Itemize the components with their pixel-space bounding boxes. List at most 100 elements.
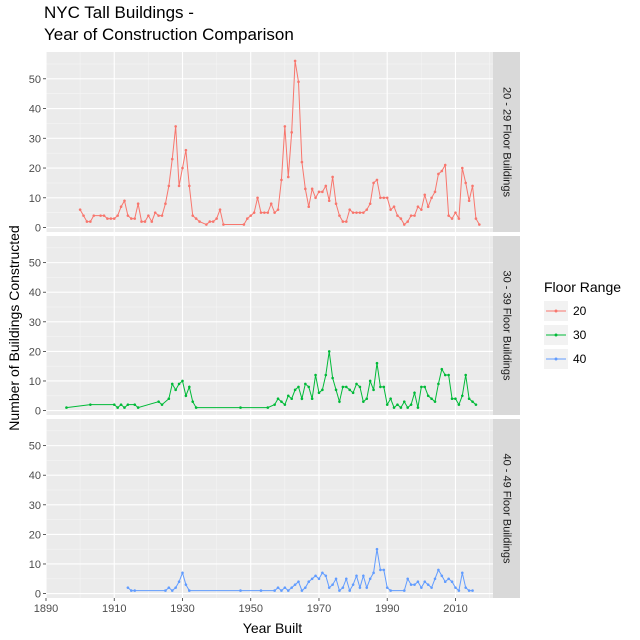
data-point xyxy=(327,586,331,589)
facet-panel-40: 0 10 20 30 40 50 40 - 49 Floor Buildings xyxy=(29,419,520,601)
panel-background xyxy=(46,52,493,232)
data-point xyxy=(143,220,147,223)
data-point xyxy=(317,391,321,395)
data-point xyxy=(399,217,403,220)
data-point xyxy=(283,403,287,406)
data-point xyxy=(181,166,184,170)
data-point xyxy=(447,577,450,581)
data-point xyxy=(164,202,167,206)
data-point xyxy=(273,211,276,214)
data-point xyxy=(174,586,177,589)
data-point xyxy=(385,403,389,406)
data-point xyxy=(423,580,427,584)
data-point xyxy=(167,397,171,401)
data-point xyxy=(355,574,358,578)
data-point xyxy=(457,589,461,592)
data-point xyxy=(140,220,143,223)
data-point xyxy=(351,583,355,586)
data-point xyxy=(327,350,331,353)
y-tick-label: 10 xyxy=(29,376,41,388)
data-point xyxy=(396,403,399,406)
data-point xyxy=(409,214,413,217)
x-tick-label: 1890 xyxy=(34,603,58,615)
data-point xyxy=(198,220,201,223)
y-tick-label: 30 xyxy=(29,133,41,145)
chart-title-line-2: Year of Construction Comparison xyxy=(44,25,294,44)
data-point xyxy=(123,406,126,409)
data-point xyxy=(365,208,369,211)
data-point xyxy=(426,583,430,586)
data-point xyxy=(392,406,396,409)
data-point xyxy=(372,388,375,392)
data-point xyxy=(389,589,392,592)
y-tick-label: 0 xyxy=(35,406,41,418)
data-point xyxy=(344,577,348,581)
data-point xyxy=(290,397,293,401)
data-point xyxy=(283,125,287,128)
data-point xyxy=(269,202,273,206)
data-point xyxy=(375,361,379,365)
data-point xyxy=(174,125,177,128)
data-point xyxy=(304,187,307,191)
data-point xyxy=(280,178,283,182)
data-point xyxy=(389,208,392,211)
chart-title-line-1: NYC Tall Buildings - xyxy=(44,3,194,22)
data-point xyxy=(355,382,358,386)
data-point xyxy=(402,223,406,226)
data-point xyxy=(188,184,191,188)
data-point xyxy=(130,217,133,220)
data-point xyxy=(147,214,150,217)
data-point xyxy=(304,586,307,589)
data-point xyxy=(126,403,130,406)
data-point xyxy=(194,406,198,409)
data-point xyxy=(307,580,311,584)
data-point xyxy=(167,184,171,188)
y-tick-label: 10 xyxy=(29,193,41,205)
data-point xyxy=(348,388,351,392)
data-point xyxy=(126,586,130,589)
y-tick-label: 20 xyxy=(29,346,41,358)
data-point xyxy=(471,184,474,188)
data-point xyxy=(112,217,116,220)
data-point xyxy=(317,577,321,581)
x-tick-label: 1930 xyxy=(170,603,194,615)
y-tick-label: 20 xyxy=(29,529,41,541)
data-point xyxy=(286,589,290,592)
data-point xyxy=(208,220,212,223)
data-point xyxy=(218,208,222,211)
data-point xyxy=(297,80,300,84)
data-point xyxy=(112,403,116,406)
data-point xyxy=(106,217,109,220)
facet-strip xyxy=(493,52,520,232)
y-tick-label: 40 xyxy=(29,470,41,482)
data-point xyxy=(409,583,413,586)
data-point xyxy=(273,589,276,592)
x-axis: 1890 1910 1930 1950 1970 1990 2010 xyxy=(34,598,468,615)
data-point xyxy=(89,220,92,223)
data-point xyxy=(368,577,372,581)
data-point xyxy=(116,214,119,217)
data-point xyxy=(307,385,311,389)
data-point xyxy=(321,571,324,575)
data-point xyxy=(379,568,382,572)
data-point xyxy=(177,580,181,584)
data-point xyxy=(430,397,433,401)
data-point xyxy=(406,577,409,581)
data-point xyxy=(409,403,413,406)
data-point xyxy=(314,196,317,200)
data-point xyxy=(133,403,137,406)
x-tick-label: 1990 xyxy=(375,603,399,615)
data-point xyxy=(399,406,403,409)
data-point xyxy=(460,394,464,398)
data-point xyxy=(382,385,386,389)
data-point xyxy=(266,211,270,214)
data-point xyxy=(310,397,314,401)
data-point xyxy=(420,208,423,211)
data-point xyxy=(324,184,328,188)
data-point xyxy=(157,214,160,217)
data-point xyxy=(65,406,68,409)
data-point xyxy=(464,181,468,185)
series-line-30 xyxy=(66,351,477,409)
data-point xyxy=(280,400,283,403)
data-point xyxy=(437,382,440,386)
